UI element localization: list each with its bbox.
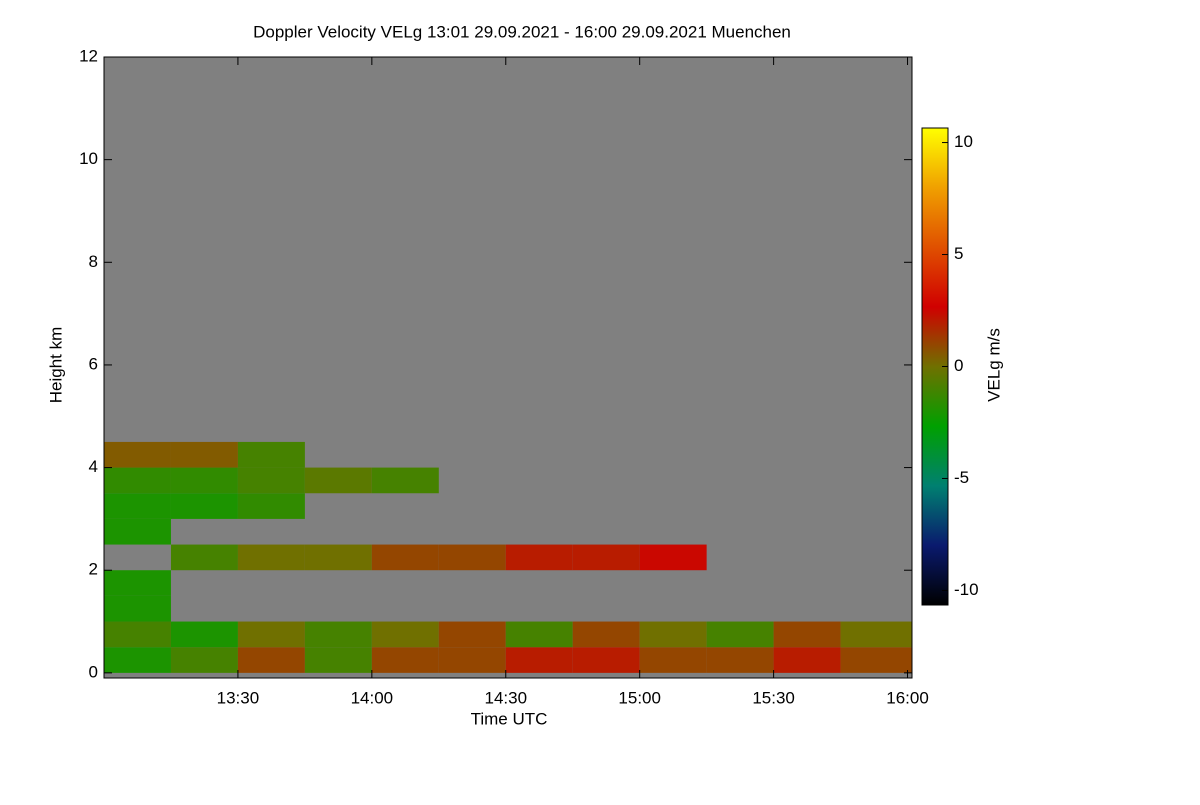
heat-cell — [104, 493, 171, 519]
y-tick-label: 12 — [79, 46, 98, 65]
x-tick-label: 14:30 — [484, 688, 527, 707]
heat-cell — [170, 467, 238, 494]
heat-cell — [840, 647, 912, 673]
heat-cell — [572, 621, 640, 648]
heat-cell — [639, 544, 707, 571]
colorbar-tick-label: -10 — [954, 580, 979, 599]
chart-title: Doppler Velocity VELg 13:01 29.09.2021 -… — [253, 22, 791, 41]
heat-cell — [104, 441, 171, 468]
y-tick-label: 0 — [89, 662, 98, 681]
heat-cell — [572, 647, 640, 673]
heat-cell — [639, 647, 707, 673]
heat-cell — [304, 544, 372, 571]
heat-cell — [438, 647, 506, 673]
heat-cell — [840, 621, 912, 648]
heat-cell — [639, 621, 707, 648]
heat-cell — [371, 647, 439, 673]
heat-cell — [706, 621, 774, 648]
y-tick-label: 10 — [79, 149, 98, 168]
x-tick-label: 14:00 — [351, 688, 394, 707]
heat-cell — [304, 647, 372, 673]
heat-cell — [237, 493, 305, 519]
heat-cell — [104, 621, 171, 648]
heat-cell — [371, 621, 439, 648]
heatmap — [104, 441, 912, 673]
plot-frame — [103, 56, 913, 679]
colorbar-tick-label: -5 — [954, 468, 969, 487]
heat-cell — [237, 441, 305, 468]
y-axis-label: Height km — [46, 327, 65, 404]
heat-cell — [304, 621, 372, 648]
heat-cell — [773, 621, 841, 648]
heat-cell — [237, 467, 305, 494]
heat-cell — [170, 441, 238, 468]
heat-cell — [170, 544, 238, 571]
heat-cell — [170, 621, 238, 648]
plot-background — [104, 57, 912, 678]
heat-cell — [104, 518, 171, 545]
heat-cell — [237, 621, 305, 648]
heat-cell — [505, 647, 573, 673]
heat-cell — [773, 647, 841, 673]
heat-cell — [572, 544, 640, 571]
heat-cell — [304, 467, 372, 494]
x-tick-label: 15:30 — [752, 688, 795, 707]
y-tick-label: 2 — [89, 560, 98, 579]
heat-cell — [371, 544, 439, 571]
colorbar-tick-label: 5 — [954, 244, 963, 263]
heat-cell — [170, 493, 238, 519]
colorbar-label: VELg m/s — [984, 328, 1003, 402]
y-tick-label: 6 — [89, 354, 98, 373]
colorbar-tick-label: 10 — [954, 132, 973, 151]
heat-cell — [438, 544, 506, 571]
heat-cell — [237, 647, 305, 673]
heat-cell — [237, 544, 305, 571]
x-tick-label: 16:00 — [886, 688, 929, 707]
heat-cell — [505, 544, 573, 571]
heat-cell — [104, 570, 171, 596]
heat-cell — [170, 647, 238, 673]
y-tick-label: 4 — [89, 457, 98, 476]
heat-cell — [371, 467, 439, 494]
heat-cell — [706, 647, 774, 673]
x-tick-label: 15:00 — [618, 688, 661, 707]
y-tick-label: 8 — [89, 252, 98, 271]
heat-cell — [438, 621, 506, 648]
colorbar-tick-label: 0 — [954, 356, 963, 375]
x-tick-label: 13:30 — [217, 688, 260, 707]
heat-cell — [104, 467, 171, 494]
x-axis-label: Time UTC — [471, 709, 548, 728]
heat-cell — [104, 595, 171, 622]
heat-cell — [104, 647, 171, 673]
heat-cell — [505, 621, 573, 648]
